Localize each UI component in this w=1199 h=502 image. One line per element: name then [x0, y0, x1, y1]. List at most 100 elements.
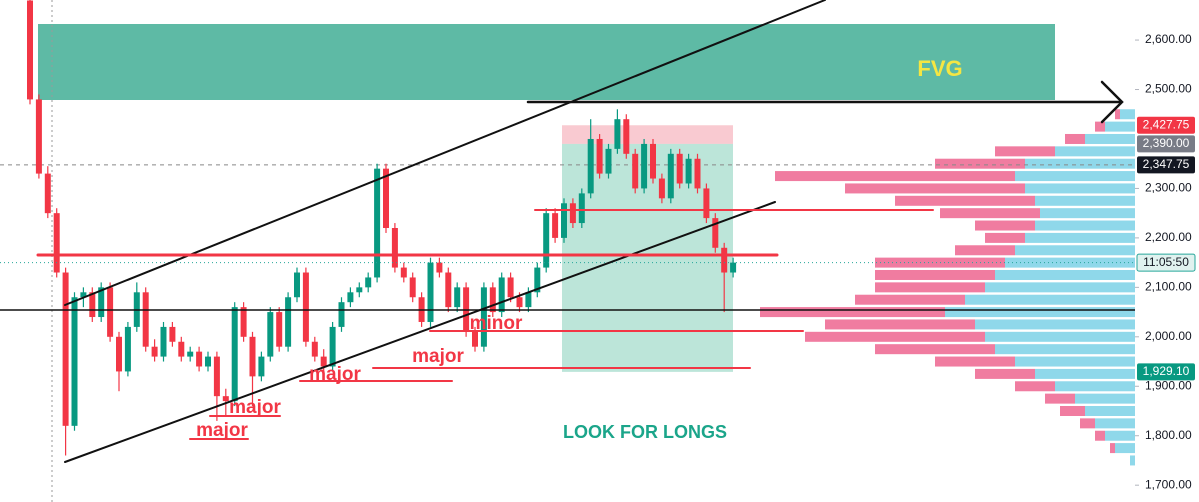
candle-body: [294, 272, 300, 298]
y-tick-label: 2,100.00: [1145, 280, 1192, 294]
countdown-tag: [1136, 253, 1196, 272]
profile-down: [1060, 405, 1085, 416]
candle-body: [178, 341, 185, 357]
price-axis: [1135, 0, 1199, 502]
profile-down: [1115, 109, 1120, 120]
major-label: major: [229, 397, 281, 418]
candle-body: [231, 307, 238, 402]
candle-body: [712, 218, 719, 248]
candle-body: [151, 346, 158, 357]
y-tick-label: 1,900.00: [1145, 378, 1192, 392]
candle-body: [89, 292, 96, 318]
candle-body: [98, 287, 105, 318]
y-tick-label: 1,800.00: [1145, 428, 1192, 442]
candle-body: [569, 203, 576, 224]
candle-body: [561, 203, 567, 238]
y-tick-label: 2,300.00: [1145, 181, 1192, 195]
candle-body: [498, 277, 505, 313]
profile-down: [975, 368, 1035, 379]
candle-body: [347, 292, 354, 303]
channel-low: [64, 201, 776, 463]
candle-body: [427, 262, 434, 322]
target-zone: [562, 143, 733, 372]
profile-up: [1055, 146, 1135, 157]
profile-up: [1015, 245, 1135, 256]
profile-down: [940, 208, 1040, 219]
candle-body: [489, 287, 496, 313]
candle-body: [285, 297, 292, 347]
countdown-label: 11:05:50: [1143, 255, 1189, 269]
candle-body: [445, 272, 452, 308]
candle-body: [534, 267, 541, 293]
candle-body: [658, 178, 665, 199]
candle-body: [27, 0, 33, 100]
candle-body: [409, 277, 416, 298]
candle-body: [605, 148, 612, 174]
profile-up: [1025, 158, 1135, 169]
y-tick-label: 2,200.00: [1145, 230, 1192, 244]
fvg-label: FVG: [917, 56, 962, 81]
candle-body: [472, 331, 478, 347]
profile-down: [825, 319, 975, 330]
candle-body: [365, 277, 372, 288]
candle-body: [53, 213, 60, 273]
price-tag-label: 2,427.75: [1143, 117, 1190, 131]
y-tick-label: 2,500.00: [1145, 82, 1192, 96]
y-tick-label: 2,000.00: [1145, 329, 1192, 343]
profile-down: [995, 146, 1055, 157]
profile-up: [1005, 257, 1135, 268]
profile-down: [955, 245, 1015, 256]
profile-up: [1095, 418, 1135, 429]
candle-body: [694, 158, 701, 189]
profile-up: [945, 307, 1135, 318]
profile-up: [1035, 368, 1135, 379]
candle-body: [641, 143, 648, 189]
candle-body: [249, 336, 256, 377]
profile-down: [985, 232, 1025, 243]
profile-up: [1035, 195, 1135, 206]
candle-body: [623, 119, 630, 154]
candle-body: [383, 168, 389, 229]
profile-up: [1035, 220, 1135, 231]
candle-body: [516, 297, 523, 308]
profile-up: [1105, 430, 1135, 441]
profile-down: [1015, 381, 1055, 392]
candle-body: [632, 153, 639, 189]
candle-body: [454, 287, 461, 308]
profile-down: [935, 356, 1015, 367]
profile-up: [995, 344, 1135, 355]
profile-down: [845, 183, 1025, 194]
profile-up: [1085, 405, 1135, 416]
profile-down: [1095, 121, 1105, 132]
candle-body: [107, 287, 114, 337]
y-tick-label: 2,600.00: [1145, 32, 1192, 46]
candle-body: [578, 193, 585, 224]
profile-down: [1080, 418, 1095, 429]
candle-body: [142, 292, 149, 347]
profile-down: [1065, 133, 1085, 144]
candle-body: [436, 262, 443, 273]
candle-body: [667, 153, 674, 199]
candle-body: [311, 341, 318, 357]
drawings: [0, 0, 1136, 463]
candle-body: [685, 158, 692, 184]
candle-body: [480, 287, 487, 347]
profile-up: [1130, 455, 1135, 466]
profile-up: [1025, 232, 1135, 243]
candle-body: [267, 312, 274, 357]
candle-body: [391, 228, 398, 268]
profile-up: [985, 282, 1135, 293]
candle-body: [187, 351, 194, 357]
profile-down: [895, 195, 1035, 206]
profile-up: [1105, 121, 1135, 132]
price-tag-label: 2,347.75: [1143, 157, 1190, 171]
price-tag: [1137, 156, 1195, 174]
candle-body: [205, 356, 211, 367]
profile-down: [935, 158, 1025, 169]
price-tag: [1137, 363, 1195, 381]
candle-body: [507, 277, 514, 298]
price-axis-labels: 2,600.00 2,500.00 2,300.00 2,200.00 2,100.00…: [1135, 32, 1196, 491]
candle-body: [552, 213, 559, 238]
candle-body: [240, 307, 247, 337]
profile-down: [805, 331, 985, 342]
